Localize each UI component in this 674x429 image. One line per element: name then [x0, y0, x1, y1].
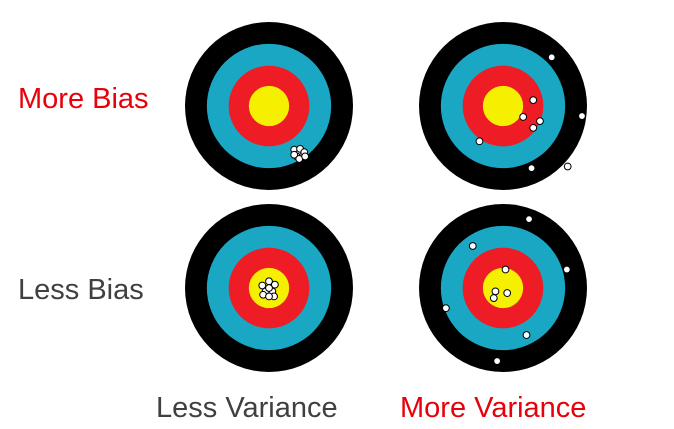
shot-mark [562, 265, 571, 274]
shot-mark [493, 357, 502, 365]
more-variance-label: More Variance [400, 392, 587, 424]
target-less-bias-more-variance [419, 204, 587, 372]
shot-mark [258, 281, 267, 290]
shot-mark [489, 294, 498, 302]
shot-mark [529, 123, 538, 132]
shot-mark [301, 152, 310, 161]
shot-mark [501, 265, 510, 274]
shot-mark [519, 113, 528, 121]
shot-mark [290, 150, 299, 159]
shot-mark [265, 284, 273, 292]
shot-mark [441, 304, 450, 313]
shot-mark [522, 331, 531, 339]
less-bias-label: Less Bias [18, 274, 144, 306]
shot-mark [536, 117, 544, 126]
shot-mark [468, 242, 477, 250]
shot-mark [525, 215, 533, 224]
shot-mark [270, 280, 279, 289]
shot-mark [529, 96, 538, 105]
shot-mark [563, 162, 572, 171]
target-more-bias-less-variance [185, 22, 353, 190]
yellow-bullseye [482, 85, 524, 127]
target-less-bias-less-variance [185, 204, 353, 372]
shot-mark [265, 292, 273, 301]
more-bias-label: More Bias [18, 83, 149, 115]
shot-mark [491, 287, 500, 296]
yellow-bullseye [482, 267, 524, 309]
shot-mark [578, 112, 586, 120]
shot-mark [503, 289, 512, 297]
less-variance-label: Less Variance [156, 392, 338, 424]
yellow-bullseye [248, 85, 290, 127]
shot-mark [475, 137, 484, 146]
shot-mark [527, 164, 536, 173]
shot-mark [547, 53, 556, 62]
target-more-bias-more-variance [419, 22, 587, 190]
